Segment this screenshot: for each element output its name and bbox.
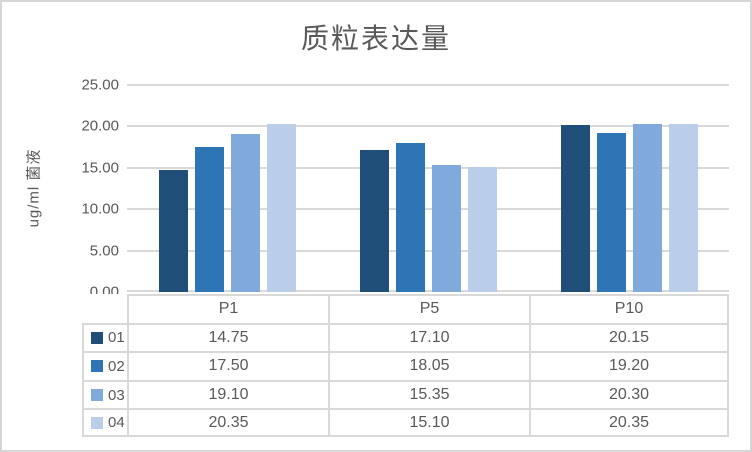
legend-swatch-01: [91, 331, 103, 344]
legend-key-04: 04: [82, 408, 127, 437]
bar-series-04-P5[interactable]: [468, 166, 497, 292]
table-value-04-P10: 20.35: [529, 408, 729, 437]
gridline: [127, 249, 729, 252]
table-header-P5: P5: [328, 294, 529, 323]
table-value-01-P1: 14.75: [127, 322, 328, 352]
chart-title: 质粒表达量: [300, 23, 451, 54]
bar-series-03-P10[interactable]: [632, 123, 662, 292]
legend-key-01: 01: [82, 322, 127, 352]
bar-series-02-P10[interactable]: [596, 133, 626, 292]
y-tick-label: 5.00: [89, 242, 119, 260]
bar-series-01-P10[interactable]: [560, 125, 590, 292]
bar-series-04-P1[interactable]: [267, 123, 296, 292]
bar-group-P5: [328, 85, 529, 292]
table-header-P10: P10: [529, 294, 729, 323]
gridline: [127, 208, 729, 211]
legend-label: 03: [108, 386, 125, 404]
table-value-03-P10: 20.30: [529, 379, 729, 409]
bar-series-04-P10[interactable]: [668, 123, 698, 292]
data-table: P1 P5 P10 01 14.75 17.10 20.15 02 17.50 18.05 19.2…: [82, 294, 729, 437]
bar-series-03-P1[interactable]: [231, 133, 260, 292]
legend-swatch-03: [91, 389, 103, 402]
legend-label: 02: [108, 357, 125, 375]
table-value-01-P10: 20.15: [529, 322, 729, 352]
table-value-01-P5: 17.10: [328, 322, 529, 352]
bar-group-P1: [127, 85, 328, 292]
table-corner-cell: [82, 294, 127, 323]
gridline: [127, 84, 729, 86]
bar-group-P10: [529, 85, 729, 292]
plot-area: [127, 84, 729, 292]
bar-series-02-P1[interactable]: [195, 147, 224, 292]
table-value-03-P1: 19.10: [127, 379, 328, 409]
y-tick-label: 20.00: [81, 117, 119, 135]
table-value-04-P5: 15.10: [328, 408, 529, 437]
table-value-02-P1: 17.50: [127, 351, 328, 380]
legend-swatch-02: [91, 360, 103, 373]
legend-swatch-04: [91, 416, 103, 429]
y-axis-tick-labels: 25.00 20.00 15.00 10.00 5.00 0.00: [2, 77, 119, 301]
gridline: [127, 290, 729, 292]
table-header-P1: P1: [127, 294, 328, 323]
legend-label: 04: [108, 414, 125, 432]
legend-key-03: 03: [82, 379, 127, 409]
y-tick-label: 15.00: [81, 159, 119, 177]
bar-series-01-P1[interactable]: [159, 169, 188, 292]
bar-series-01-P5[interactable]: [360, 150, 389, 292]
y-tick-label: 10.00: [81, 200, 119, 218]
table-value-03-P5: 15.35: [328, 379, 529, 409]
legend-key-02: 02: [82, 351, 127, 380]
y-tick-label: 25.00: [81, 76, 119, 94]
table-value-02-P5: 18.05: [328, 351, 529, 380]
table-value-02-P10: 19.20: [529, 351, 729, 380]
gridline: [127, 125, 729, 128]
bar-series-03-P5[interactable]: [432, 164, 461, 292]
legend-label: 01: [108, 329, 125, 347]
table-value-04-P1: 20.35: [127, 408, 328, 437]
bar-series-02-P5[interactable]: [396, 142, 425, 292]
gridline: [127, 166, 729, 169]
